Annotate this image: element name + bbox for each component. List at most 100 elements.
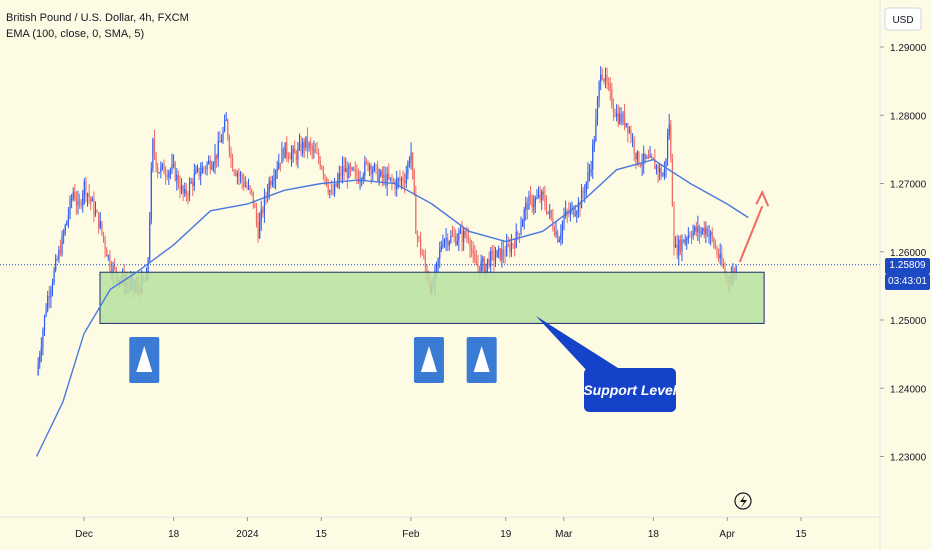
candle-body	[196, 168, 199, 171]
candle-body	[286, 142, 288, 156]
candle-body	[582, 191, 584, 193]
candle-body	[391, 177, 393, 181]
candle-body	[703, 228, 705, 235]
candle-body	[351, 167, 353, 170]
candle-body	[722, 263, 724, 268]
candle-body	[106, 248, 108, 257]
currency-button-label: USD	[892, 15, 913, 26]
candle-body	[443, 240, 446, 245]
candle-body	[647, 156, 650, 158]
candle-body	[45, 310, 47, 316]
candle-body	[177, 174, 179, 186]
candle-body	[187, 195, 189, 197]
candle-body	[563, 216, 565, 223]
candle-body	[244, 185, 246, 187]
candle-body	[98, 212, 100, 228]
support-zone[interactable]	[99, 271, 765, 324]
candle-body	[517, 232, 519, 234]
candle-body	[630, 130, 632, 140]
candle-body	[152, 139, 154, 169]
candle-body	[483, 258, 485, 272]
time-tick-label: 18	[168, 529, 180, 540]
time-tick-label: 15	[795, 529, 807, 540]
candle-body	[681, 239, 683, 252]
candle-body	[576, 212, 578, 215]
candle-body	[370, 165, 372, 174]
candle-body	[287, 155, 289, 158]
candle-body	[362, 175, 364, 180]
candle-body	[114, 265, 116, 268]
candle-body	[404, 181, 406, 184]
candle-body	[216, 154, 218, 159]
candle-body	[107, 255, 109, 257]
candle-body	[423, 255, 425, 258]
candle-body	[349, 165, 352, 170]
candle-body	[284, 142, 286, 159]
candle-body	[90, 197, 92, 202]
candle-body	[687, 235, 689, 240]
candle-body	[553, 228, 556, 235]
candle-body	[61, 235, 63, 254]
candle-body	[442, 244, 444, 247]
candle-body	[340, 173, 342, 176]
candle-body	[228, 137, 230, 153]
candle-body	[639, 164, 642, 166]
candle-body	[381, 171, 383, 178]
candle-body	[627, 123, 629, 132]
callout-pointer	[536, 316, 618, 374]
candle-body	[324, 174, 326, 178]
candle-body	[674, 244, 677, 248]
candle-body	[341, 166, 344, 176]
candle-body	[577, 202, 579, 213]
candle-body	[486, 258, 489, 264]
candle-body	[394, 181, 396, 189]
candle-body	[155, 153, 157, 168]
candle-body	[69, 199, 71, 215]
currency-button[interactable]	[884, 7, 922, 31]
lightning-icon[interactable]	[734, 492, 752, 510]
candle-body	[206, 163, 208, 170]
candle-body	[665, 158, 667, 169]
candle-body	[289, 157, 291, 160]
candle-body	[364, 161, 366, 176]
candle-body	[547, 211, 549, 213]
candle-body	[501, 249, 503, 261]
candle-body	[614, 111, 616, 117]
candle-body	[257, 221, 259, 239]
candle-body	[550, 210, 552, 219]
symbol-title: British Pound / U.S. Dollar, 4h, FXCM	[6, 12, 189, 24]
candle-body	[198, 168, 200, 177]
time-tick-label: Apr	[719, 529, 735, 540]
candle-body	[472, 251, 474, 254]
candle-body	[231, 157, 234, 171]
candle-body	[477, 265, 479, 267]
candle-body	[273, 179, 275, 182]
candle-body	[93, 199, 95, 215]
candle-body	[66, 221, 68, 226]
candle-body	[311, 146, 313, 151]
candle-body	[735, 266, 737, 275]
candle-body	[606, 74, 608, 84]
candle-body	[389, 177, 391, 179]
up-arrow-icon	[473, 346, 490, 372]
candle-body	[78, 200, 81, 203]
candle-body	[555, 231, 557, 235]
candle-body	[694, 226, 696, 232]
candle-body	[521, 220, 524, 227]
candle-body	[282, 148, 285, 159]
indicator-label: EMA (100, close, 0, SMA, 5)	[6, 28, 145, 40]
candle-body	[453, 235, 455, 237]
candle-body	[386, 173, 388, 186]
candle-body	[278, 162, 280, 169]
candle-body	[598, 82, 600, 100]
candle-body	[212, 164, 215, 168]
candle-body	[625, 123, 627, 126]
candle-body	[636, 151, 638, 160]
candle-body	[160, 166, 162, 173]
up-arrow-icon	[136, 346, 153, 372]
candle-body	[51, 283, 54, 291]
candle-body	[420, 238, 422, 252]
candle-body	[557, 231, 559, 242]
